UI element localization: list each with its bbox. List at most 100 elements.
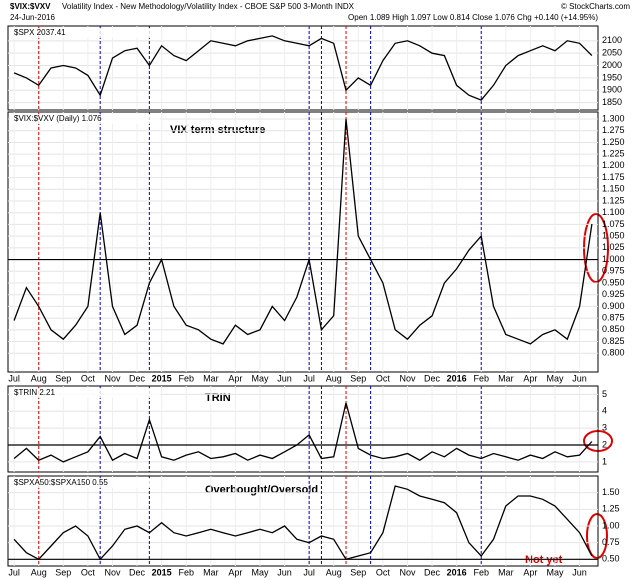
y-tick-label: 1.150	[602, 184, 625, 194]
y-tick-label: 1.025	[602, 242, 625, 252]
x-tick-label: Aug	[326, 373, 342, 383]
y-tick-label: 1.300	[602, 113, 625, 123]
x-tick-label: 2016	[447, 373, 467, 383]
series-line	[13, 485, 593, 561]
x-tick-label: Jun	[572, 373, 587, 383]
series-line	[13, 35, 593, 101]
legend: $VIX:$VXV (Daily) 1.076	[14, 114, 102, 123]
y-tick-label: 1900	[602, 85, 622, 95]
x-tick-label: Sep	[350, 373, 366, 383]
y-tick-label: 0.975	[602, 266, 625, 276]
x-tick-label: Nov	[399, 373, 416, 383]
x-tick-label: Sep	[55, 567, 71, 577]
legend: $SPXA50:$SPXA150 0.55	[14, 478, 108, 487]
legend-bg	[10, 28, 160, 38]
y-tick-label: 1.00	[602, 520, 620, 530]
quote: Open 1.089 High 1.097 Low 0.814 Close 1.…	[348, 13, 598, 22]
x-tick-label: Jun	[277, 373, 292, 383]
x-tick-label: Dec	[424, 567, 441, 577]
x-tick-label: Dec	[129, 567, 146, 577]
x-tick-label: Mar	[498, 373, 514, 383]
y-tick-label: 1.050	[602, 231, 625, 241]
x-tick-label: Apr	[523, 567, 537, 577]
y-tick-label: 2000	[602, 60, 622, 70]
x-tick-label: Oct	[376, 567, 391, 577]
series-line	[13, 402, 593, 463]
y-tick-label: 1.275	[602, 125, 625, 135]
x-tick-label: Jun	[572, 567, 587, 577]
symbol: $VIX:$VXV	[10, 2, 51, 11]
y-tick-label: 0.850	[602, 324, 625, 334]
highlight	[586, 513, 608, 559]
x-tick-label: Apr	[523, 373, 537, 383]
x-tick-label: Mar	[498, 567, 514, 577]
x-tick-label: Jul	[303, 567, 315, 577]
x-tick-label: 2015	[152, 567, 172, 577]
x-tick-label: Sep	[55, 373, 71, 383]
y-tick-label: 1.075	[602, 219, 625, 229]
y-tick-label: 1.250	[602, 137, 625, 147]
y-tick-label: 3	[602, 423, 607, 433]
annotation: Overbought/Oversold	[205, 484, 318, 496]
y-tick-label: 1.000	[602, 254, 625, 264]
y-tick-label: 1.225	[602, 149, 625, 159]
x-tick-label: Apr	[228, 567, 242, 577]
x-tick-label: Feb	[178, 373, 194, 383]
x-tick-label: Mar	[203, 567, 219, 577]
x-tick-label: Mar	[203, 373, 219, 383]
y-tick-label: 0.825	[602, 336, 625, 346]
x-tick-label: May	[546, 567, 564, 577]
x-tick-label: May	[251, 567, 269, 577]
legend-bg	[10, 388, 160, 398]
x-tick-label: Aug	[326, 567, 342, 577]
y-tick-label: 1.100	[602, 207, 625, 217]
legend-bg	[10, 478, 160, 488]
annotation: TRIN	[205, 392, 231, 404]
x-tick-label: Dec	[424, 373, 441, 383]
x-tick-label: Jun	[277, 567, 292, 577]
x-tick-label: Nov	[104, 373, 121, 383]
y-tick-label: 4	[602, 406, 607, 416]
x-tick-label: Feb	[178, 567, 194, 577]
legend: $SPX 2037.41	[14, 28, 66, 37]
legend: $TRIN 2.21	[14, 388, 55, 397]
y-tick-label: 5	[602, 389, 607, 399]
description: Volatility Index - New Methodology/Volat…	[62, 2, 355, 11]
date: 24-Jun-2016	[10, 13, 55, 22]
x-tick-label: Jul	[303, 373, 315, 383]
x-tick-label: Oct	[81, 373, 96, 383]
y-tick-label: 2050	[602, 48, 622, 58]
x-tick-label: May	[251, 373, 269, 383]
x-tick-label: Aug	[31, 373, 47, 383]
y-tick-label: 0.900	[602, 301, 625, 311]
y-tick-label: 0.875	[602, 313, 625, 323]
y-tick-label: 0.50	[602, 554, 620, 564]
y-tick-label: 1.25	[602, 504, 620, 514]
y-tick-label: 0.800	[602, 348, 625, 358]
x-tick-label: Nov	[104, 567, 121, 577]
panel-frame	[7, 385, 599, 473]
y-tick-label: 0.75	[602, 537, 620, 547]
legend-bg	[10, 114, 160, 124]
y-tick-label: 1	[602, 456, 607, 466]
panel-frame	[7, 475, 599, 567]
x-tick-label: Aug	[31, 567, 47, 577]
y-tick-label: 0.925	[602, 289, 625, 299]
series-line	[13, 118, 593, 345]
x-tick-label: Sep	[350, 567, 366, 577]
x-tick-label: Oct	[81, 567, 96, 577]
panel-frame	[7, 111, 599, 373]
x-tick-label: May	[546, 373, 564, 383]
x-tick-label: 2016	[447, 567, 467, 577]
y-tick-label: 1.50	[602, 487, 620, 497]
x-tick-label: Oct	[376, 373, 391, 383]
x-tick-label: Feb	[473, 567, 489, 577]
x-tick-label: Nov	[399, 567, 416, 577]
y-tick-label: 2100	[602, 35, 622, 45]
x-tick-label: Feb	[473, 373, 489, 383]
x-tick-label: 2015	[152, 373, 172, 383]
panel-frame	[7, 25, 599, 111]
y-tick-label: 1.125	[602, 195, 625, 205]
